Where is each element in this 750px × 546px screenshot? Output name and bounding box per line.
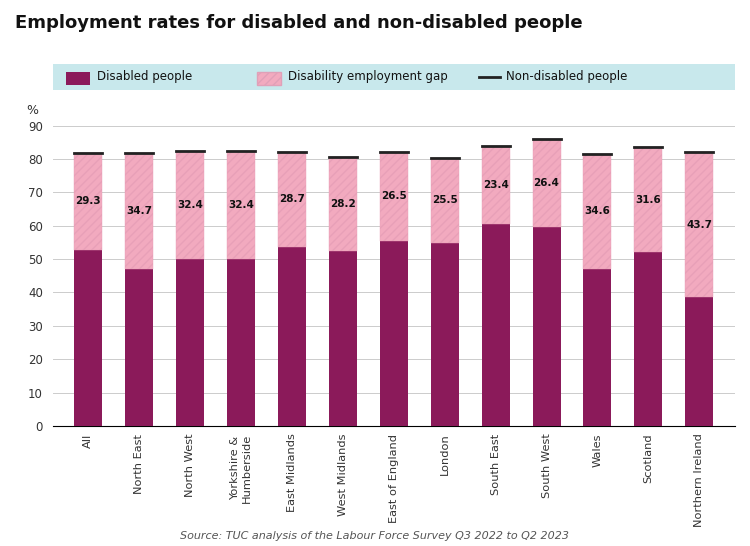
Bar [380, 241, 408, 426]
Text: Employment rates for disabled and non-disabled people: Employment rates for disabled and non-di… [15, 14, 583, 32]
Bar [532, 227, 560, 426]
Text: 32.4: 32.4 [177, 200, 203, 210]
Bar [482, 224, 509, 426]
Bar [532, 139, 560, 227]
Text: 26.4: 26.4 [533, 177, 560, 188]
Y-axis label: %: % [26, 104, 38, 116]
Bar [227, 259, 255, 426]
Text: Disabled people: Disabled people [97, 70, 192, 84]
Bar [634, 147, 662, 252]
Text: 32.4: 32.4 [228, 200, 254, 210]
Bar [686, 298, 713, 426]
Bar [176, 259, 204, 426]
Text: 29.3: 29.3 [75, 197, 101, 206]
Text: 25.5: 25.5 [432, 195, 457, 205]
Bar [66, 72, 90, 85]
Bar [380, 152, 408, 241]
Text: 28.2: 28.2 [330, 199, 356, 209]
Bar [227, 151, 255, 259]
Bar [482, 146, 509, 224]
Text: 23.4: 23.4 [483, 180, 508, 190]
Bar [74, 152, 102, 251]
Text: Non-disabled people: Non-disabled people [506, 70, 628, 84]
Bar [74, 251, 102, 426]
Text: 31.6: 31.6 [635, 195, 662, 205]
Bar [278, 247, 306, 426]
Bar [430, 243, 459, 426]
Bar [328, 157, 357, 251]
Text: 43.7: 43.7 [686, 219, 712, 229]
Text: Source: TUC analysis of the Labour Force Survey Q3 2022 to Q2 2023: Source: TUC analysis of the Labour Force… [181, 531, 569, 541]
Text: 28.7: 28.7 [279, 194, 304, 205]
Bar [176, 151, 204, 259]
Bar [278, 152, 306, 247]
Text: Disability employment gap: Disability employment gap [288, 70, 448, 84]
Bar [125, 269, 153, 426]
Bar [584, 153, 611, 269]
Bar [125, 153, 153, 269]
Bar [430, 158, 459, 243]
Bar [257, 72, 281, 85]
Bar [634, 252, 662, 426]
Bar [686, 152, 713, 298]
Text: 34.7: 34.7 [126, 206, 152, 216]
Text: 34.6: 34.6 [584, 206, 610, 216]
Bar [584, 269, 611, 426]
Text: 26.5: 26.5 [381, 192, 406, 201]
Bar [328, 251, 357, 426]
